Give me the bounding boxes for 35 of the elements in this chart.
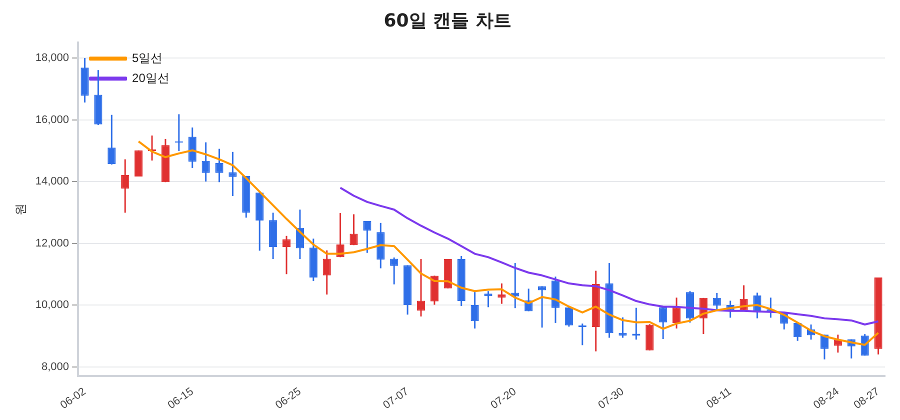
candlestick [484,290,492,308]
candlestick [188,126,196,169]
y-tick-label: 10,000 [35,299,70,312]
candlestick [282,235,291,275]
candlestick [390,256,398,286]
candlestick [363,220,372,254]
candlestick [511,262,520,309]
candlestick [672,296,681,330]
candlestick [578,322,586,346]
candlestick [538,285,546,328]
candlestick [564,306,573,328]
candlestick [834,334,842,354]
candlestick [646,323,654,352]
candlestick [108,114,116,166]
y-tick-label: 18,000 [35,52,70,64]
candlestick [350,214,358,246]
y-tick-label: 16,000 [35,114,70,126]
candlestick [498,282,506,305]
y-tick-label: 8,000 [42,360,70,373]
candlestick [322,250,331,296]
y-axis-title: 원 [14,203,28,216]
legend-label: 20일선 [132,70,170,85]
y-tick-label: 14,000 [35,176,70,188]
candlestick [215,148,224,183]
candlestick [416,258,426,318]
legend-label: 5일선 [132,50,163,65]
candlestick [202,142,210,182]
candlestick [121,158,130,214]
candlestick [470,291,479,330]
candlestick [659,306,668,340]
candlestick [228,151,237,197]
candlestick [712,292,721,312]
y-tick-label: 12,000 [35,237,70,250]
chart-title: 60일 캔들 차트 [384,10,512,32]
candlestick [794,322,802,342]
